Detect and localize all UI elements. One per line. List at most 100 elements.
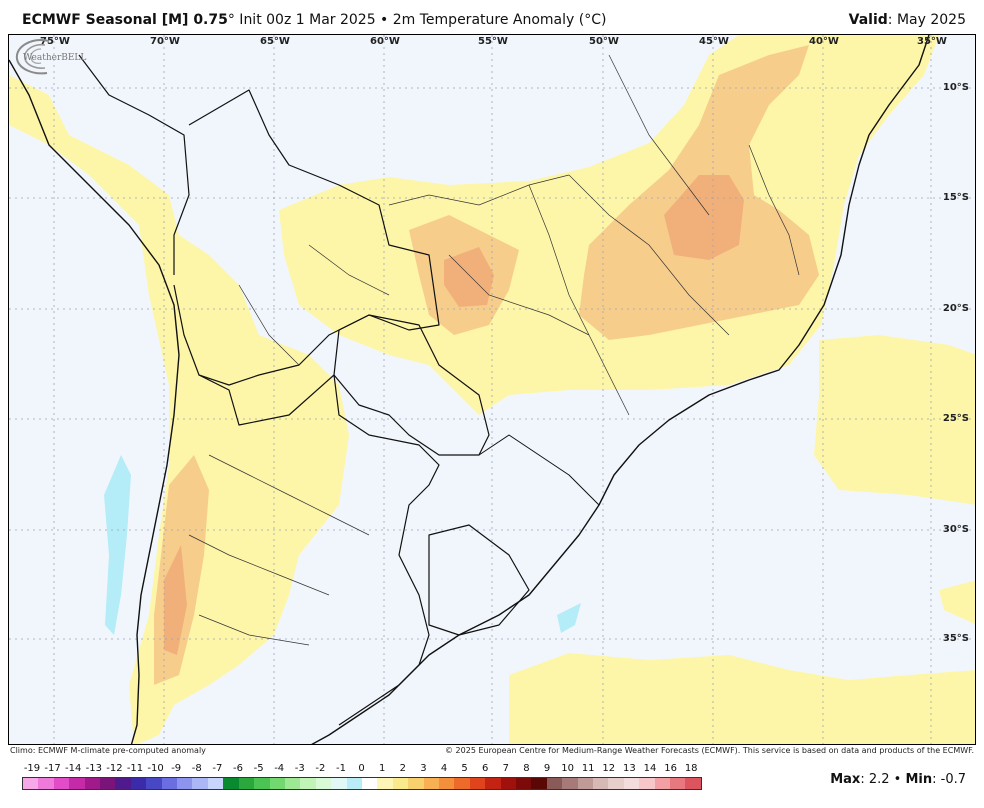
colorbar-segment (192, 778, 208, 789)
colorbar-tick-label: -8 (191, 763, 202, 774)
svg-text:WeatherBELL: WeatherBELL (23, 53, 86, 63)
colorbar-segment (438, 778, 455, 789)
state-border (528, 184, 630, 416)
colorbar-tick-label: 11 (581, 763, 595, 774)
colorbar-tick-label: 13 (623, 763, 636, 774)
colorbar-tick-label: 2 (399, 763, 406, 774)
colorbar-tick-label: -17 (44, 763, 61, 774)
colorbar-segment (408, 778, 424, 789)
colorbar-segment (531, 778, 547, 789)
state-border (568, 174, 730, 336)
colorbar-tick-label: -4 (274, 763, 285, 774)
colorbar-segment (608, 778, 624, 789)
colorbar-segment (238, 778, 255, 789)
colorbar-segment (670, 778, 686, 789)
colorbar-segment (23, 778, 39, 789)
border-uruguay (428, 524, 530, 636)
colorbar-segment (485, 778, 501, 789)
colorbar-segment (623, 778, 640, 789)
colorbar-segment (500, 778, 516, 789)
colorbar-tick-label: 1 (379, 763, 386, 774)
colorbar-segment (223, 778, 239, 789)
longitude-label: 65°W (260, 36, 290, 47)
colorbar-tick-label: 18 (684, 763, 698, 774)
map-canvas (9, 35, 975, 744)
anomaly-peak-goias (664, 175, 744, 260)
colorbar-segment (454, 778, 470, 789)
longitude-label: 75°W (40, 36, 70, 47)
latitude-label: 25°S (942, 413, 969, 424)
colorbar-tick-label: -12 (106, 763, 123, 774)
colorbar-tick-label: 10 (561, 763, 574, 774)
colorbar-segment (284, 778, 301, 789)
colorbar-segment (177, 778, 193, 789)
colorbar-tick-labels: -19 -17 -14 -13 -12 -11 -10 -9 -8 -7 -6 -5 -4 -3 -2 -1 0… (22, 763, 702, 775)
colorbar (22, 777, 702, 790)
colorbar-segment (207, 778, 224, 789)
copyright-note: © 2025 European Centre for Medium-Range … (445, 746, 974, 755)
colorbar-segment (115, 778, 131, 789)
colorbar-tick-label: 4 (440, 763, 448, 774)
colorbar-segment (69, 778, 85, 789)
colorbar-tick-label: 12 (602, 763, 616, 774)
colorbar-segment (331, 778, 347, 789)
border-brazil-south (478, 434, 600, 506)
colorbar-segment (84, 778, 101, 789)
valid-date: Valid: May 2025 (848, 12, 966, 28)
colorbar-segment (254, 778, 270, 789)
colorbar-tick-label: 9 (543, 763, 551, 774)
colorbar-tick-label: 16 (664, 763, 677, 774)
longitude-label: 45°W (699, 36, 729, 47)
negative-anomaly-chile (104, 455, 131, 635)
colorbar-segment (361, 778, 378, 789)
latitude-label: 30°S (942, 524, 969, 535)
colorbar-tick-label: -9 (171, 763, 182, 774)
negative-anomaly-ocean (557, 603, 581, 633)
colorbar-segment (639, 778, 655, 789)
colorbar-tick-label: -10 (147, 763, 164, 774)
colorbar-segment (469, 778, 486, 789)
colorbar-segment (654, 778, 671, 789)
colorbar-tick-label: -14 (65, 763, 82, 774)
border-peru (78, 54, 190, 275)
colorbar-tick-label: -3 (294, 763, 305, 774)
colorbar-segment (423, 778, 439, 789)
colorbar-tick-label: -11 (126, 763, 144, 774)
colorbar-tick-label: -6 (233, 763, 243, 774)
longitude-label: 60°W (370, 36, 400, 47)
colorbar-segment (577, 778, 594, 789)
anomaly-map: 75°W 70°W 65°W 60°W 55°W 50°W 45°W 40°W 35°W 10°… (8, 34, 976, 745)
border-argentina (198, 374, 440, 726)
climo-note: Climo: ECMWF M-climate pre-computed anom… (10, 746, 206, 755)
colorbar-segment (377, 778, 393, 789)
colorbar-segment (546, 778, 563, 789)
pacific-coastline (9, 59, 180, 744)
colorbar-segment (300, 778, 316, 789)
anomaly-region-atlantic-east (814, 335, 975, 505)
state-border (648, 134, 710, 216)
max-min-stats: Max: 2.2 • Min: -0.7 (830, 772, 966, 787)
longitude-label: 35°W (917, 36, 947, 47)
anomaly-region-east-patch (939, 580, 975, 625)
longitude-label: 40°W (809, 36, 839, 47)
border-bolivia (173, 89, 440, 386)
colorbar-segment (161, 778, 178, 789)
longitude-label: 55°W (478, 36, 508, 47)
state-border (608, 54, 650, 136)
latitude-label: 35°S (942, 633, 969, 644)
colorbar-segment (146, 778, 162, 789)
colorbar-segment (269, 778, 285, 789)
colorbar-tick-label: 0 (358, 763, 365, 774)
colorbar-segment (53, 778, 70, 789)
colorbar-tick-label: 6 (482, 763, 489, 774)
colorbar-segment (392, 778, 409, 789)
anomaly-region-south-atlantic (509, 653, 975, 744)
longitude-label: 50°W (589, 36, 619, 47)
state-border (238, 284, 300, 366)
state-border (188, 534, 330, 596)
state-border (448, 254, 590, 336)
colorbar-tick-label: -13 (85, 763, 102, 774)
colorbar-segment (562, 778, 578, 789)
latitude-label: 20°S (942, 303, 969, 314)
colorbar-segment (38, 778, 54, 789)
